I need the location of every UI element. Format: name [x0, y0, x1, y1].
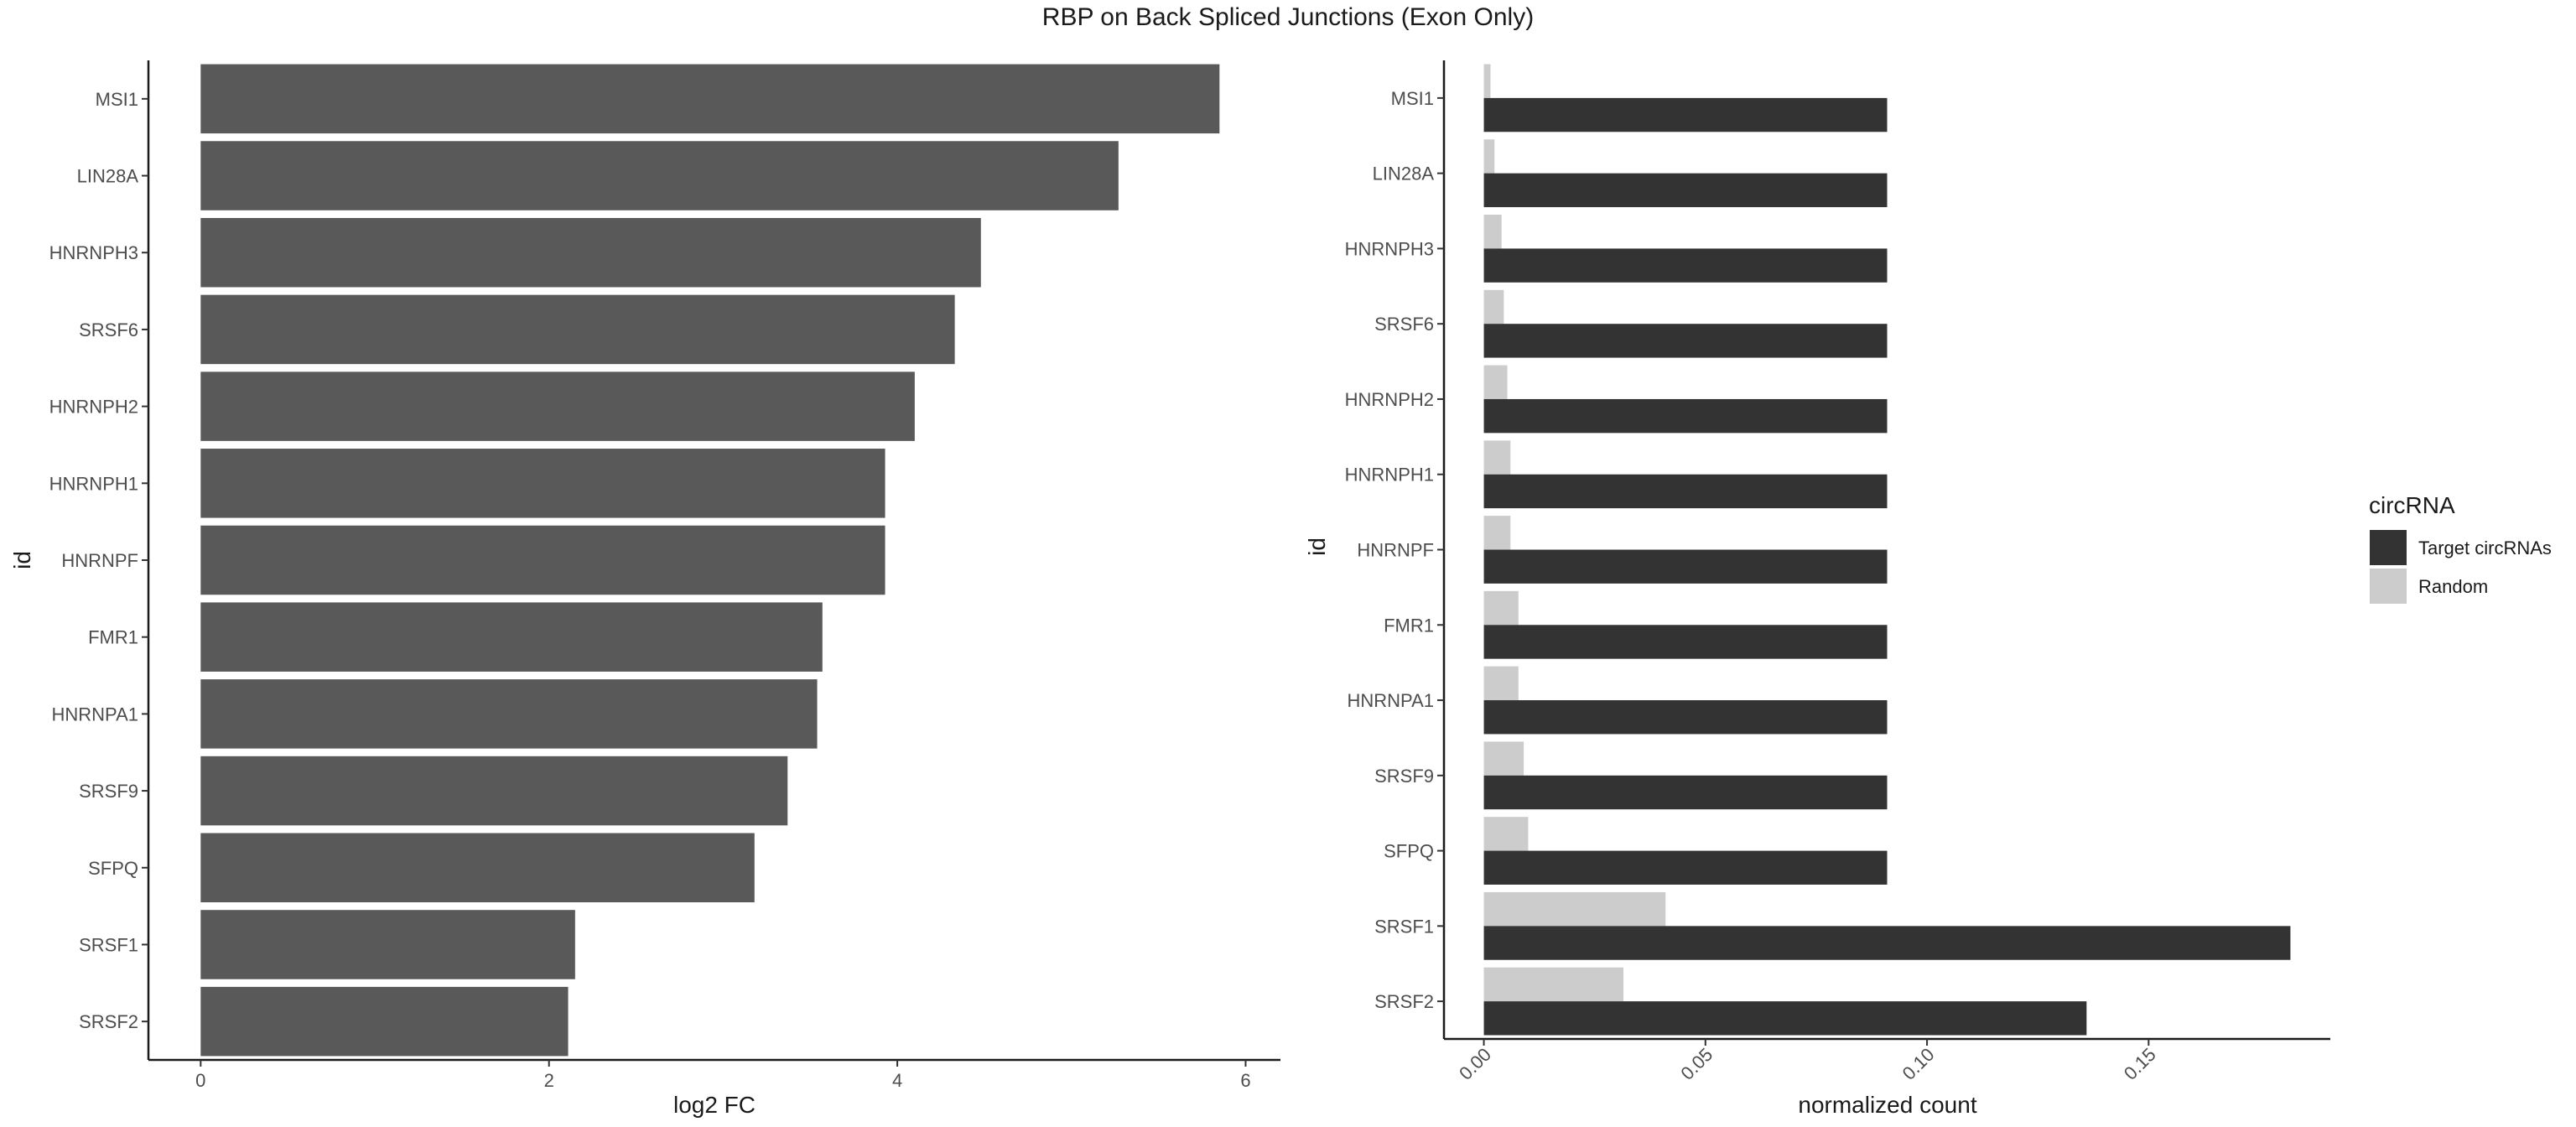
right-bar-random-srsf6: [1483, 289, 1504, 325]
right-bar-random-hnrnpa1: [1483, 666, 1519, 701]
left-x-tick-label: 4: [892, 1070, 902, 1091]
left-bar-hnrnph1: [200, 449, 886, 518]
right-bar-target-lin28a: [1483, 173, 1888, 208]
left-y-ticks: MSI1 LIN28A HNRNPH3 SRSF6 HNRNPH2 HNRNPH1 HNRN…: [49, 89, 148, 1032]
left-y-tick-label: HNRNPH1: [49, 473, 138, 494]
left-y-tick-label: SRSF1: [79, 934, 138, 955]
right-bar-random-srsf9: [1483, 741, 1524, 776]
right-x-tick-label: 0.00: [1455, 1044, 1495, 1084]
left-x-tick-label: 6: [1240, 1070, 1250, 1091]
right-x-tick-label: 0.05: [1676, 1044, 1716, 1084]
left-y-tick-label: SRSF6: [79, 319, 138, 340]
right-y-tick-label: HNRNPF: [1357, 540, 1434, 561]
right-bar-random-sfpq: [1483, 817, 1529, 851]
right-bar-random-msi1: [1483, 64, 1491, 98]
left-x-tick-label: 0: [195, 1070, 205, 1091]
left-y-tick-label: MSI1: [96, 89, 138, 110]
legend-swatch-random: [2370, 569, 2407, 604]
right-panel: MSI1 LIN28A HNRNPH3 SRSF6 HNRNPH2 HNRNPH1 HNRN…: [1304, 60, 2330, 1118]
left-y-tick-label: HNRNPH3: [49, 242, 138, 263]
left-bar-srsf1: [200, 910, 575, 979]
left-bar-fmr1: [200, 602, 823, 672]
left-bar-msi1: [200, 64, 1220, 134]
left-x-tick-label: 2: [544, 1070, 554, 1091]
right-y-tick-label: FMR1: [1384, 615, 1434, 636]
left-y-tick-label: SRSF9: [79, 781, 138, 802]
right-bar-target-hnrnpf: [1483, 549, 1888, 584]
legend: circRNA Target circRNAs Random: [2369, 492, 2552, 604]
right-x-ticks: 0.00 0.05 0.10 0.15: [1455, 1039, 2160, 1084]
left-y-tick-label: SFPQ: [88, 858, 138, 879]
right-x-tick-label: 0.10: [1898, 1044, 1939, 1084]
right-bar-random-hnrnpf: [1483, 516, 1511, 550]
right-bar-target-hnrnph2: [1483, 398, 1888, 434]
right-y-tick-label: SFPQ: [1384, 841, 1434, 862]
left-y-tick-label: HNRNPF: [61, 550, 138, 571]
left-y-tick-label: HNRNPH2: [49, 397, 138, 418]
left-bar-hnrnph2: [200, 371, 915, 441]
right-bar-random-srsf2: [1483, 967, 1624, 1002]
right-bar-target-srsf6: [1483, 324, 1888, 358]
legend-swatch-target: [2370, 530, 2407, 565]
right-bar-target-srsf1: [1483, 926, 2291, 960]
right-y-tick-label: HNRNPA1: [1347, 690, 1434, 711]
right-y-tick-label: HNRNPH2: [1345, 389, 1434, 410]
right-bar-random-lin28a: [1483, 139, 1495, 174]
right-y-tick-label: HNRNPH3: [1345, 238, 1434, 259]
left-bar-srsf6: [200, 294, 955, 365]
right-bar-random-hnrnph3: [1483, 215, 1502, 249]
left-bar-hnrnpa1: [200, 679, 818, 749]
right-bar-random-hnrnph2: [1483, 365, 1508, 399]
right-x-tick-label: 0.15: [2120, 1044, 2160, 1084]
right-y-axis-title: id: [1304, 538, 1330, 556]
legend-label-random: Random: [2418, 576, 2488, 597]
left-bar-hnrnpf: [200, 525, 886, 595]
right-bar-target-srsf2: [1483, 1001, 2087, 1036]
left-y-tick-label: SRSF2: [79, 1011, 138, 1032]
right-bar-target-msi1: [1483, 97, 1888, 132]
right-y-tick-label: MSI1: [1391, 88, 1434, 109]
right-y-tick-label: LIN28A: [1373, 164, 1435, 184]
right-x-axis-title: normalized count: [1798, 1092, 1976, 1118]
right-y-tick-label: SRSF2: [1374, 991, 1434, 1012]
right-bar-target-hnrnph1: [1483, 474, 1888, 509]
left-bar-srsf9: [200, 756, 788, 826]
right-bar-random-hnrnph1: [1483, 440, 1511, 475]
left-x-axis-title: log2 FC: [673, 1092, 756, 1118]
right-bar-target-fmr1: [1483, 625, 1888, 659]
right-bar-target-srsf9: [1483, 775, 1888, 810]
left-bars: [200, 64, 1220, 1057]
left-panel: MSI1 LIN28A HNRNPH3 SRSF6 HNRNPH2 HNRNPH1 HNRN…: [9, 60, 1280, 1118]
left-y-tick-label: HNRNPA1: [51, 704, 138, 724]
right-y-tick-label: SRSF9: [1374, 766, 1434, 787]
right-y-tick-label: HNRNPH1: [1345, 465, 1434, 486]
right-bar-random-srsf1: [1483, 891, 1666, 927]
right-bar-random-fmr1: [1483, 590, 1519, 626]
right-bar-target-sfpq: [1483, 850, 1888, 885]
right-y-ticks: MSI1 LIN28A HNRNPH3 SRSF6 HNRNPH2 HNRNPH1 HNRN…: [1345, 88, 1444, 1012]
left-y-axis-title: id: [9, 551, 35, 569]
right-y-tick-label: SRSF1: [1374, 916, 1434, 937]
left-y-tick-label: FMR1: [88, 627, 138, 648]
right-bars: [1483, 64, 2291, 1036]
right-y-tick-label: SRSF6: [1374, 314, 1434, 335]
right-bar-target-hnrnph3: [1483, 248, 1888, 283]
left-x-ticks: 0 2 4 6: [195, 1060, 1251, 1091]
left-y-tick-label: LIN28A: [77, 166, 139, 187]
left-bar-srsf2: [200, 986, 569, 1057]
legend-title: circRNA: [2369, 492, 2455, 518]
left-bar-sfpq: [200, 833, 755, 903]
left-bar-lin28a: [200, 141, 1119, 210]
left-bar-hnrnph3: [200, 217, 981, 288]
right-bar-target-hnrnpa1: [1483, 700, 1888, 735]
legend-label-target: Target circRNAs: [2418, 538, 2552, 558]
chart-title: RBP on Back Spliced Junctions (Exon Only…: [1041, 3, 1535, 31]
